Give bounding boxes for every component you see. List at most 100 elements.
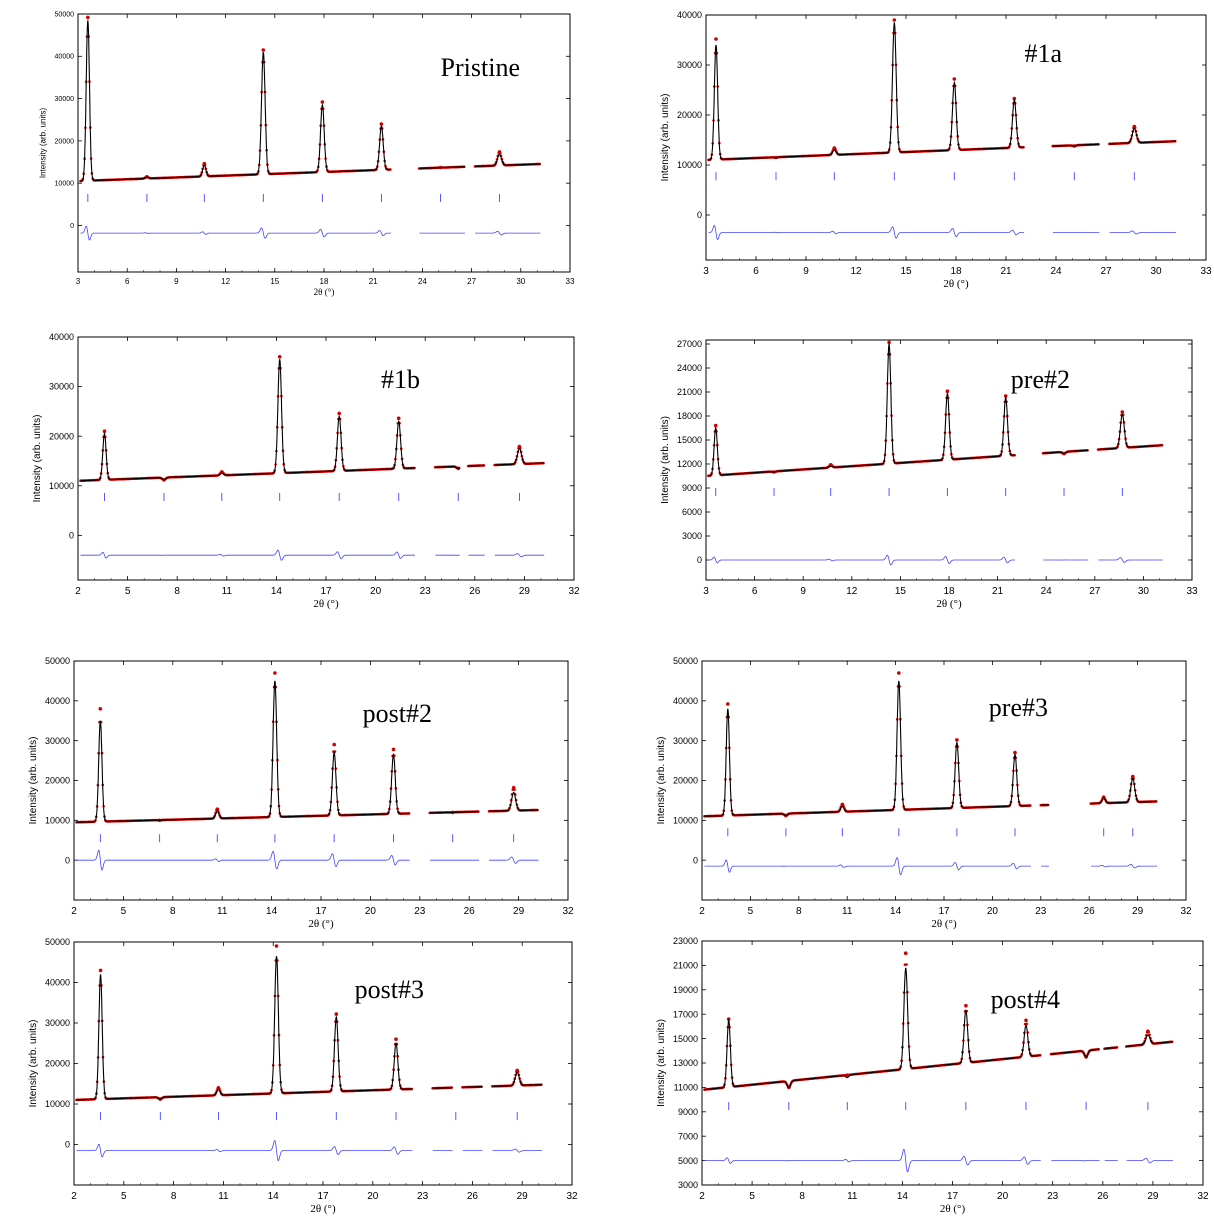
x-tick-label: 17: [320, 586, 332, 597]
y-tick-label: 40000: [677, 10, 702, 20]
x-tick-label: 27: [467, 277, 476, 286]
y-tick-label: 30000: [49, 382, 74, 392]
x-tick-label: 23: [1035, 906, 1047, 917]
difference-line: [704, 857, 1157, 876]
plot-frame: [73, 941, 573, 1186]
observed-peak-point: [273, 671, 277, 675]
observed-peak-point: [86, 15, 90, 20]
y-tick-label: 40000: [55, 54, 75, 61]
x-tick-label: 23: [414, 906, 426, 917]
x-tick-label: 6: [752, 586, 758, 597]
y-tick-label: 19000: [673, 985, 698, 995]
chart-svg: 2 5 8 11 14 17 20 23 26 29 32 0 10000 20000 30000 40000…: [32, 332, 580, 610]
y-tick-label: 10000: [673, 815, 698, 825]
plot-frame: [705, 14, 1207, 261]
x-tick-label: 2: [699, 906, 705, 917]
y-tick-label: 18000: [677, 411, 702, 421]
observed-peak-point: [202, 161, 207, 166]
x-tick-label: 27: [1089, 586, 1101, 597]
panel-title: post#3: [355, 975, 424, 1004]
x-axis-label: 2θ (°): [314, 287, 335, 297]
observed-peak-point: [332, 742, 337, 747]
observed-points: [79, 355, 545, 483]
y-tick-label: 0: [69, 531, 74, 541]
y-tick-label: 23000: [673, 936, 698, 946]
observed-peak-point: [216, 1086, 221, 1090]
y-tick-label: 10000: [45, 815, 70, 825]
observed-peak-point: [897, 671, 901, 675]
x-tick-label: 30: [1138, 586, 1150, 597]
x-tick-label: 2: [71, 1191, 77, 1202]
x-tick-label: 2: [75, 586, 81, 597]
x-tick-label: 17: [315, 906, 327, 917]
y-tick-label: 50000: [673, 656, 698, 666]
observed-peak-point: [497, 150, 502, 154]
y-tick-label: 50000: [45, 937, 70, 947]
xrd-panel-3: 2 5 8 11 14 17 20 23 26 29 32 0 10000 20000 30000 40000…: [0, 320, 590, 620]
observed-point: [905, 963, 908, 966]
y-tick-label: 0: [65, 1140, 70, 1150]
y-tick-label: 30000: [45, 1018, 70, 1028]
x-tick-label: 8: [174, 586, 180, 597]
difference-line: [76, 1140, 543, 1162]
difference-line: [708, 224, 1176, 241]
panel-title: pre#3: [989, 693, 1048, 722]
x-tick-label: 32: [562, 906, 574, 917]
difference-line: [80, 225, 541, 241]
observed-peak-point: [98, 707, 103, 711]
y-tick-label: 11000: [674, 1083, 698, 1093]
observed-peak-point: [1003, 394, 1008, 398]
x-axis-label: 2θ (°): [310, 1203, 336, 1215]
y-tick-label: 30000: [673, 736, 698, 746]
observed-points: [707, 340, 1164, 478]
observed-peak-point: [220, 470, 224, 474]
x-tick-label: 8: [171, 1191, 177, 1202]
x-tick-label: 33: [1200, 266, 1212, 277]
plot-frame: [701, 660, 1187, 901]
x-tick-label: 11: [217, 906, 228, 917]
x-tick-label: 20: [997, 1191, 1009, 1202]
observed-points: [75, 944, 543, 1102]
x-tick-label: 29: [1147, 1191, 1159, 1202]
x-tick-label: 26: [464, 906, 476, 917]
x-axis-label: 2θ (°): [936, 598, 962, 610]
y-tick-label: 50000: [55, 11, 75, 18]
xrd-panel-8: 2 5 8 11 14 17 20 23 26 29 32 3000 5000 7000 9000 11000…: [620, 930, 1214, 1221]
x-tick-label: 6: [125, 277, 130, 286]
x-tick-label: 3: [703, 586, 709, 597]
observed-points: [75, 671, 539, 824]
panel-title: post#4: [991, 985, 1060, 1014]
y-tick-label: 17000: [673, 1009, 698, 1019]
x-tick-label: 2: [699, 1191, 705, 1202]
x-tick-label: 15: [895, 586, 907, 597]
y-tick-label: 21000: [677, 387, 702, 397]
x-tick-label: 20: [370, 586, 382, 597]
x-tick-label: 32: [1197, 1191, 1209, 1202]
x-tick-label: 12: [221, 277, 230, 286]
y-tick-label: 40000: [45, 696, 70, 706]
x-tick-label: 5: [121, 1191, 127, 1202]
x-tick-label: 29: [513, 906, 525, 917]
x-tick-label: 11: [222, 586, 233, 597]
x-tick-label: 26: [469, 586, 481, 597]
xrd-panel-5: 2 5 8 11 14 17 20 23 26 29 32 0 10000 20000 30000 40000…: [0, 640, 590, 940]
y-tick-label: 10000: [677, 160, 702, 170]
difference-line: [80, 549, 545, 561]
x-tick-label: 12: [846, 586, 858, 597]
x-tick-label: 26: [1097, 1191, 1109, 1202]
x-tick-label: 27: [1100, 266, 1112, 277]
y-tick-label: 10000: [55, 181, 75, 188]
x-tick-label: 21: [992, 586, 1004, 597]
y-tick-label: 3000: [678, 1180, 698, 1190]
x-tick-label: 14: [271, 586, 283, 597]
x-tick-label: 14: [266, 906, 278, 917]
x-tick-label: 14: [897, 1191, 909, 1202]
observed-points: [703, 951, 1174, 1091]
x-tick-label: 32: [566, 1191, 578, 1202]
chart-svg: 2 5 8 11 14 17 20 23 26 29 32 3000 5000 7000 9000 11000…: [656, 936, 1209, 1215]
y-tick-label: 20000: [45, 1059, 70, 1069]
x-tick-label: 23: [420, 586, 432, 597]
x-tick-label: 29: [517, 1191, 529, 1202]
calculated-line: [76, 956, 543, 1101]
y-tick-label: 20000: [673, 776, 698, 786]
